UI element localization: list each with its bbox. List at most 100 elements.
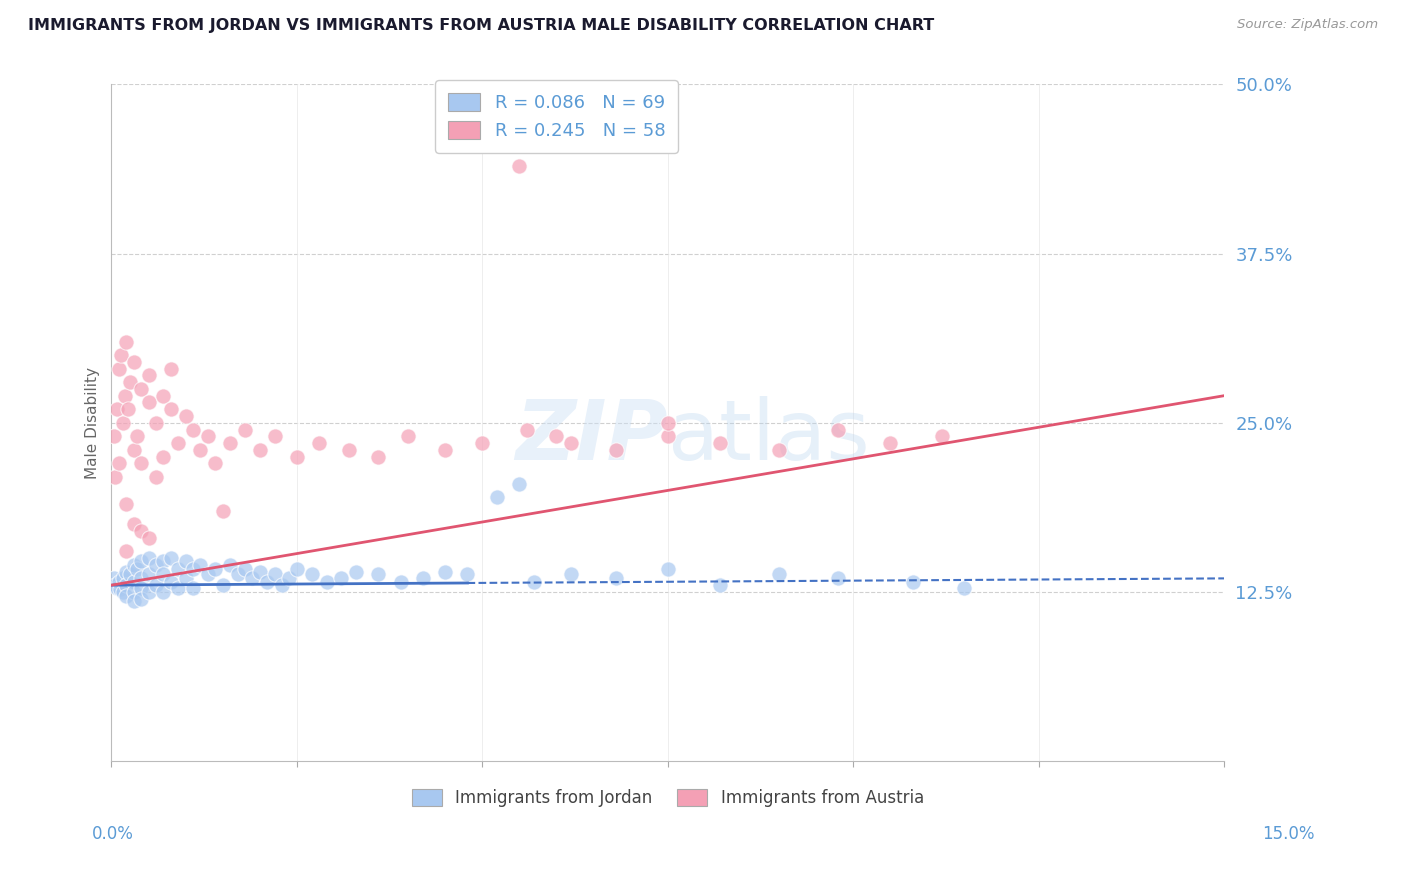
Point — [152, 450, 174, 464]
Point — [508, 476, 530, 491]
Point — [122, 558, 145, 572]
Point — [152, 389, 174, 403]
Point — [110, 348, 132, 362]
Point — [159, 361, 181, 376]
Point — [657, 416, 679, 430]
Point — [204, 456, 226, 470]
Point — [122, 355, 145, 369]
Point — [181, 581, 204, 595]
Point — [145, 416, 167, 430]
Point — [486, 490, 509, 504]
Point — [167, 562, 190, 576]
Point — [308, 436, 330, 450]
Point — [560, 567, 582, 582]
Point — [827, 571, 849, 585]
Point — [219, 436, 242, 450]
Point — [105, 581, 128, 595]
Point — [605, 571, 627, 585]
Point — [523, 575, 546, 590]
Point — [278, 571, 301, 585]
Point — [167, 581, 190, 595]
Point — [129, 571, 152, 585]
Point — [263, 567, 285, 582]
Point — [108, 575, 131, 590]
Point — [768, 567, 790, 582]
Point — [827, 423, 849, 437]
Point — [931, 429, 953, 443]
Point — [111, 416, 134, 430]
Point — [256, 575, 278, 590]
Y-axis label: Male Disability: Male Disability — [86, 367, 100, 479]
Point — [138, 585, 160, 599]
Point — [115, 578, 138, 592]
Point — [127, 562, 149, 576]
Point — [122, 517, 145, 532]
Point — [249, 565, 271, 579]
Point — [111, 585, 134, 599]
Point — [211, 504, 233, 518]
Point — [396, 429, 419, 443]
Point — [285, 450, 308, 464]
Point — [249, 442, 271, 457]
Point — [118, 567, 141, 582]
Point — [117, 402, 139, 417]
Point — [605, 442, 627, 457]
Point — [344, 565, 367, 579]
Point — [115, 334, 138, 349]
Point — [263, 429, 285, 443]
Point — [301, 567, 323, 582]
Point — [412, 571, 434, 585]
Point — [709, 578, 731, 592]
Point — [108, 456, 131, 470]
Point — [129, 591, 152, 606]
Point — [546, 429, 568, 443]
Point — [174, 554, 197, 568]
Point — [174, 571, 197, 585]
Point — [709, 436, 731, 450]
Point — [138, 551, 160, 566]
Point — [129, 554, 152, 568]
Point — [115, 589, 138, 603]
Point — [122, 585, 145, 599]
Point — [127, 429, 149, 443]
Point — [456, 567, 478, 582]
Point — [129, 581, 152, 595]
Point — [152, 554, 174, 568]
Point — [115, 544, 138, 558]
Point — [129, 524, 152, 538]
Point — [103, 571, 125, 585]
Point — [110, 582, 132, 597]
Point — [138, 368, 160, 383]
Point — [197, 429, 219, 443]
Point — [104, 470, 127, 484]
Text: ZIP: ZIP — [515, 396, 668, 477]
Point — [129, 456, 152, 470]
Point — [122, 594, 145, 608]
Point — [233, 562, 256, 576]
Point — [367, 567, 389, 582]
Text: IMMIGRANTS FROM JORDAN VS IMMIGRANTS FROM AUSTRIA MALE DISABILITY CORRELATION CH: IMMIGRANTS FROM JORDAN VS IMMIGRANTS FRO… — [28, 18, 935, 33]
Point — [167, 436, 190, 450]
Point — [953, 581, 976, 595]
Point — [174, 409, 197, 423]
Text: 0.0%: 0.0% — [91, 825, 134, 843]
Point — [240, 571, 263, 585]
Point — [152, 585, 174, 599]
Point — [152, 567, 174, 582]
Point — [768, 442, 790, 457]
Point — [337, 442, 360, 457]
Point — [211, 578, 233, 592]
Point — [138, 567, 160, 582]
Point — [315, 575, 337, 590]
Point — [330, 571, 353, 585]
Point — [389, 575, 412, 590]
Point — [129, 382, 152, 396]
Point — [434, 442, 457, 457]
Text: atlas: atlas — [668, 396, 869, 477]
Point — [111, 571, 134, 585]
Point — [105, 402, 128, 417]
Point — [204, 562, 226, 576]
Point — [103, 429, 125, 443]
Point — [108, 361, 131, 376]
Point — [118, 375, 141, 389]
